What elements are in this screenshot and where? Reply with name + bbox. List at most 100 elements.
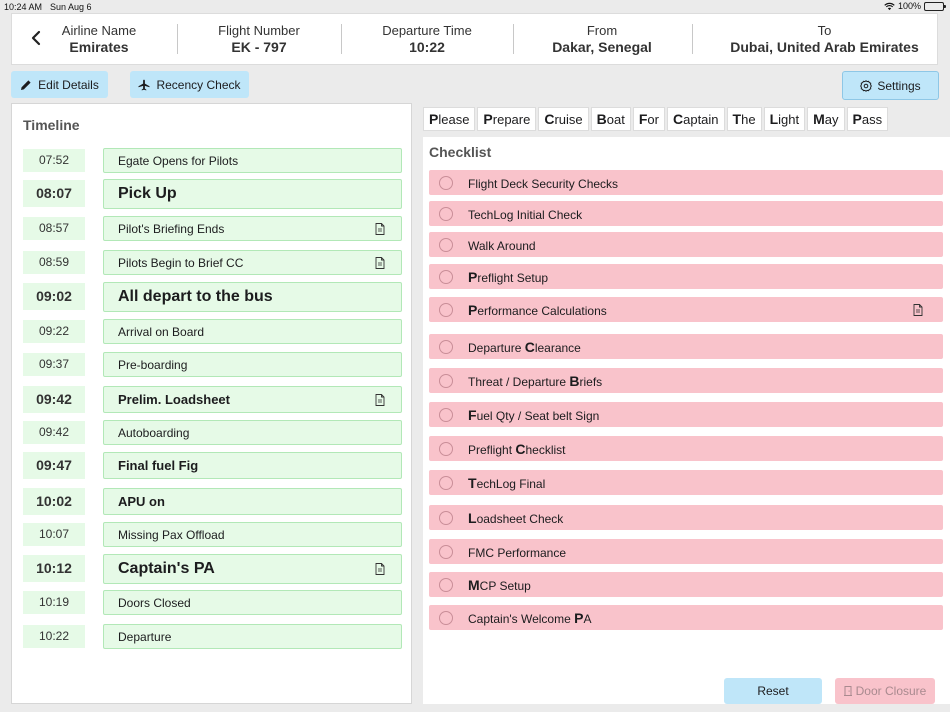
checklist-item[interactable]: Loadsheet Check — [429, 505, 943, 530]
tab-rest: or — [647, 111, 659, 127]
timeline-event-label: All depart to the bus — [118, 288, 273, 305]
check-radio[interactable] — [439, 475, 453, 490]
label-suffix: oadsheet Check — [476, 511, 564, 526]
tab-rest: ruise — [554, 111, 583, 127]
check-radio[interactable] — [439, 339, 453, 354]
check-radio[interactable] — [439, 441, 453, 456]
tab-rest: he — [741, 111, 756, 127]
back-button[interactable] — [26, 27, 46, 49]
timeline-event[interactable]: Captain's PA — [103, 554, 402, 584]
checklist-title: Checklist — [429, 144, 492, 160]
timeline-event-label: Final fuel Fig — [118, 458, 199, 473]
battery-percent: 100% — [897, 1, 921, 11]
timeline-event[interactable]: Pilots Begin to Brief CC — [103, 250, 402, 275]
checklist-item[interactable]: FMC Performance — [429, 539, 943, 564]
pencil-icon — [21, 79, 31, 90]
checklist-item-label: Performance Calculations — [468, 302, 607, 318]
label-suffix: echLog Final — [476, 476, 546, 491]
checklist-item[interactable]: Departure Clearance — [429, 334, 943, 359]
checklist-item[interactable]: Walk Around — [429, 232, 943, 257]
timeline-event[interactable]: Missing Pax Offload — [103, 522, 402, 547]
label-initial: M — [468, 576, 480, 593]
label-initial: F — [468, 406, 477, 423]
check-radio[interactable] — [439, 302, 453, 317]
tab-rest: ight — [778, 111, 800, 127]
check-radio[interactable] — [439, 269, 453, 284]
timeline-event[interactable]: APU on — [103, 488, 402, 515]
tab-rest: aptain — [683, 111, 719, 127]
timeline-event[interactable]: Pre-boarding — [103, 352, 402, 377]
label-prefix: Preflight — [468, 442, 516, 457]
document-icon[interactable] — [375, 256, 385, 269]
door-icon — [843, 686, 852, 696]
timeline-event[interactable]: All depart to the bus — [103, 282, 402, 312]
reset-button[interactable]: Reset — [724, 678, 822, 704]
checklist-item[interactable]: Preflight Checklist — [429, 436, 943, 461]
timeline-event[interactable]: Egate Opens for Pilots — [103, 148, 402, 173]
document-icon[interactable] — [913, 303, 923, 316]
label-initial: C — [524, 338, 535, 355]
edit-details-button[interactable]: Edit Details — [11, 71, 108, 98]
label-initial: B — [569, 372, 580, 389]
timeline-event[interactable]: Departure — [103, 624, 402, 649]
check-radio[interactable] — [439, 610, 453, 625]
check-radio[interactable] — [439, 544, 453, 559]
label-suffix: riefs — [579, 374, 603, 389]
checklist-item[interactable]: Captain's Welcome PA — [429, 605, 943, 630]
door-closure-button[interactable]: Door Closure — [835, 678, 935, 704]
timeline-event[interactable]: Autoboarding — [103, 420, 402, 445]
checklist-item[interactable]: MCP Setup — [429, 572, 943, 597]
timeline-time: 09:42 — [23, 386, 85, 413]
checklist-item-label: MCP Setup — [468, 577, 531, 593]
timeline-event[interactable]: Doors Closed — [103, 590, 402, 615]
check-radio[interactable] — [439, 373, 453, 388]
settings-button[interactable]: Settings — [842, 71, 939, 100]
timeline-time: 10:22 — [23, 625, 85, 648]
checklist-item[interactable]: Fuel Qty / Seat belt Sign — [429, 402, 943, 427]
flight-header: Airline Name Emirates Flight Number EK -… — [11, 13, 938, 65]
document-icon[interactable] — [375, 563, 385, 575]
timeline-event[interactable]: Prelim. Loadsheet — [103, 386, 402, 413]
header-divider — [341, 24, 342, 54]
checklist-item[interactable]: TechLog Final — [429, 470, 943, 495]
checklist-item[interactable]: Preflight Setup — [429, 264, 943, 289]
timeline-time: 10:07 — [23, 523, 85, 546]
timeline-event[interactable]: Arrival on Board — [103, 319, 402, 344]
document-icon[interactable] — [375, 222, 385, 235]
tab-initial: P — [852, 111, 862, 127]
timeline-event-label: Pre-boarding — [118, 357, 188, 372]
check-radio[interactable] — [439, 206, 453, 221]
timeline-event-label: Pilot's Briefing Ends — [118, 221, 225, 236]
document-icon[interactable] — [375, 393, 385, 406]
recency-check-button[interactable]: Recency Check — [130, 71, 249, 98]
check-radio[interactable] — [439, 175, 453, 190]
timeline-event[interactable]: Pilot's Briefing Ends — [103, 216, 402, 241]
tab-rest: ay — [824, 111, 839, 127]
check-radio[interactable] — [439, 407, 453, 422]
checklist-item[interactable]: Flight Deck Security Checks — [429, 170, 943, 195]
checklist-item[interactable]: Performance Calculations — [429, 297, 943, 322]
timeline-event[interactable]: Final fuel Fig — [103, 452, 402, 479]
timeline-event[interactable]: Pick Up — [103, 179, 402, 209]
check-radio[interactable] — [439, 577, 453, 592]
check-radio[interactable] — [439, 237, 453, 252]
label-initial: P — [574, 609, 584, 626]
label-suffix: learance — [534, 340, 581, 355]
checklist-item[interactable]: TechLog Initial Check — [429, 201, 943, 226]
timeline-title: Timeline — [23, 117, 80, 133]
timeline-event-label: Captain's PA — [118, 560, 215, 577]
to-value: Dubai, United Arab Emirates — [730, 39, 919, 55]
check-radio[interactable] — [439, 510, 453, 525]
airline-value: Emirates — [69, 39, 129, 55]
checklist-item[interactable]: Threat / Departure Briefs — [429, 368, 943, 393]
